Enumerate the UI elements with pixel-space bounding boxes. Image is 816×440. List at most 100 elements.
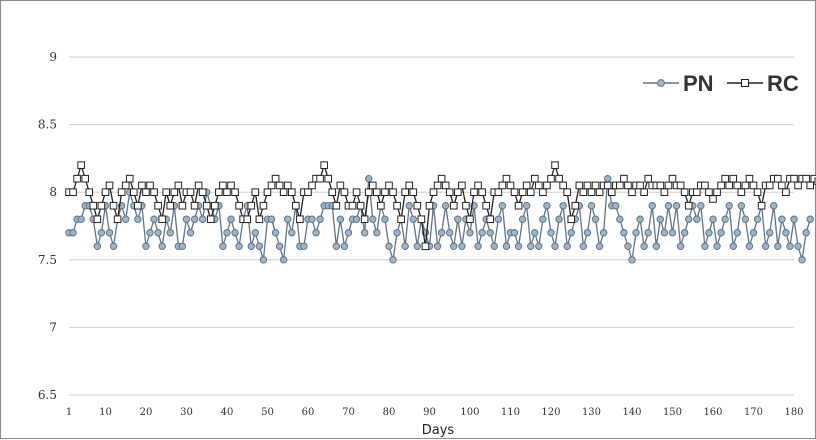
data-point-rc [810,174,816,183]
data-point-rc [202,201,211,210]
series-rc [65,161,816,251]
data-point-rc [373,188,381,196]
data-point-rc [279,188,288,196]
data-point-rc [134,201,142,210]
data-point-rc [547,174,555,183]
data-point-rc [470,188,478,196]
data-point-pn [693,215,701,223]
data-point-rc [620,174,628,183]
data-point-pn [182,215,191,223]
data-point-rc [449,201,458,210]
x-tick-label: 100 [460,407,479,418]
data-point-pn [672,202,681,210]
y-tick-label: 7.5 [38,253,57,267]
data-point-pn [591,215,600,223]
data-point-rc [194,181,203,190]
data-point-pn [624,242,632,250]
data-point-rc [385,181,393,190]
data-point-pn [705,229,713,237]
data-point-rc [721,174,729,183]
data-point-rc [340,188,349,196]
data-point-pn [198,215,207,223]
data-point-pn [150,215,158,223]
data-point-pn [365,174,373,183]
data-point-rc [368,181,377,190]
data-point-pn [510,229,519,237]
data-point-rc [660,188,669,196]
x-tick-label: 40 [221,407,234,418]
data-point-pn [778,215,786,223]
data-point-rc [458,181,466,190]
data-point-rc [206,215,215,224]
data-point-pn [413,242,422,250]
data-point-pn [543,202,551,210]
data-point-rc [717,181,725,190]
data-point-rc [401,188,409,196]
data-point-rc [101,188,110,196]
data-point-rc [628,188,636,196]
data-point-pn [409,215,417,223]
data-point-rc [713,188,721,196]
data-point-pn [466,229,474,237]
data-point-pn [790,215,798,223]
data-point-rc [616,181,624,190]
data-point-rc [530,174,539,183]
data-point-rc [773,174,782,183]
x-tick-label: 160 [703,407,722,418]
data-point-rc [267,181,276,190]
data-point-pn [336,215,345,223]
data-point-rc [571,201,580,210]
data-point-rc [231,188,239,196]
data-point-pn [300,242,308,250]
data-point-pn [794,242,802,250]
data-point-rc [138,181,146,190]
data-point-pn [385,242,393,250]
data-point-pn [446,229,454,237]
data-point-rc [725,181,733,190]
data-point-rc [757,201,766,210]
data-point-pn [312,229,320,237]
data-point-pn [745,242,754,250]
data-point-pn [640,242,648,250]
data-point-pn [668,229,677,237]
data-point-rc [494,188,503,196]
data-point-rc [304,188,312,196]
data-point-rc [514,201,523,210]
x-tick-label: 150 [663,407,682,418]
x-tick-label: 50 [261,407,274,418]
data-point-rc [227,181,235,190]
data-point-rc [668,174,677,183]
data-point-pn [458,242,466,250]
data-point-rc [522,181,531,190]
data-point-pn [514,242,523,250]
x-tick-label: 120 [541,407,560,418]
data-point-pn [486,229,494,237]
data-point-pn [664,202,673,210]
data-point-rc [741,181,750,190]
data-point-rc [486,215,495,224]
legend: PN RC [643,71,799,96]
data-point-rc [125,174,134,183]
data-point-rc [190,201,199,210]
data-point-rc [162,188,171,196]
data-point-pn [761,242,770,250]
data-point-rc [733,181,742,190]
y-tick-label: 9 [49,50,57,64]
data-point-rc [247,201,256,210]
data-point-rc [109,201,118,210]
data-point-rc [130,188,138,196]
data-point-pn [190,215,199,223]
data-point-rc [381,188,389,196]
data-point-rc [296,215,304,224]
y-tick-label: 8.5 [38,118,57,132]
data-point-pn [134,215,142,223]
data-point-rc [211,201,219,210]
x-tick-label: 80 [383,407,396,418]
data-point-rc [794,181,802,190]
data-point-pn [644,229,652,237]
data-point-pn [441,202,450,210]
x-tick-label: 90 [423,407,436,418]
data-point-rc [117,188,126,196]
data-point-pn [656,215,665,223]
